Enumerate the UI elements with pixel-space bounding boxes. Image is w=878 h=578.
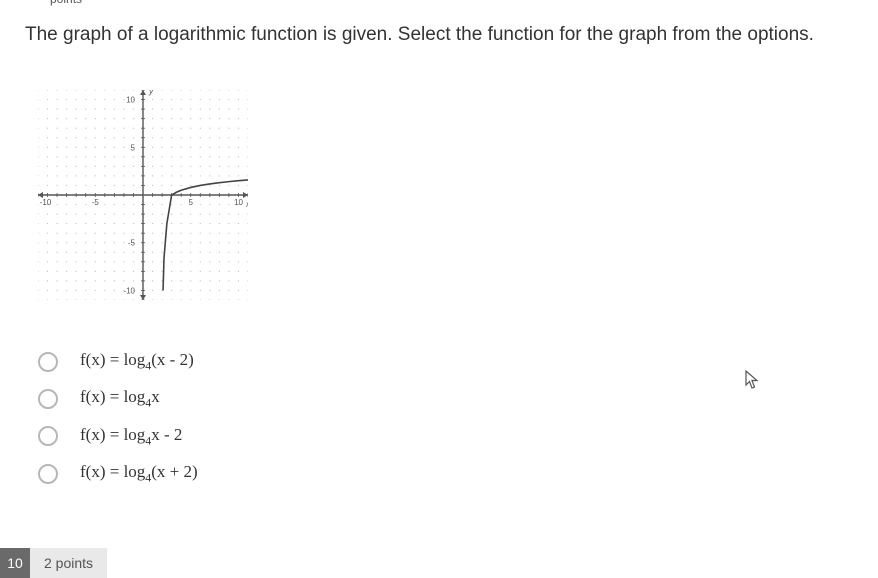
question-points: 2 points: [30, 548, 107, 578]
log-graph: -10 10 -5 5 10 -10 5 -5 y x: [38, 90, 248, 300]
svg-text:10: 10: [234, 198, 243, 207]
svg-text:-10: -10: [40, 198, 52, 207]
option-label-1: f(x) = log4(x - 2): [80, 350, 194, 373]
question-number: 10: [0, 548, 30, 578]
svg-text:10: 10: [126, 96, 135, 105]
option-label-3: f(x) = log4x - 2: [80, 425, 182, 448]
question-text: The graph of a logarithmic function is g…: [25, 20, 873, 50]
options-list: f(x) = log4(x - 2) f(x) = log4x f(x) = l…: [38, 350, 198, 500]
question-footer: 10 2 points: [0, 548, 107, 578]
cursor-icon: [745, 370, 761, 395]
graph-container: -10 10 -5 5 10 -10 5 -5 y x: [38, 90, 248, 305]
svg-text:-5: -5: [92, 198, 100, 207]
header-partial-label: points: [50, 0, 82, 6]
radio-3[interactable]: [38, 426, 58, 446]
svg-text:-10: -10: [123, 286, 135, 295]
svg-text:-5: -5: [128, 239, 136, 248]
option-row-3[interactable]: f(x) = log4x - 2: [38, 425, 198, 448]
svg-text:5: 5: [131, 143, 136, 152]
option-row-4[interactable]: f(x) = log4(x + 2): [38, 462, 198, 485]
radio-1[interactable]: [38, 352, 58, 372]
option-label-4: f(x) = log4(x + 2): [80, 462, 198, 485]
radio-4[interactable]: [38, 464, 58, 484]
svg-text:5: 5: [189, 198, 194, 207]
svg-text:y: y: [148, 90, 154, 96]
svg-text:x: x: [245, 200, 248, 209]
radio-2[interactable]: [38, 389, 58, 409]
option-label-2: f(x) = log4x: [80, 387, 160, 410]
option-row-2[interactable]: f(x) = log4x: [38, 387, 198, 410]
option-row-1[interactable]: f(x) = log4(x - 2): [38, 350, 198, 373]
